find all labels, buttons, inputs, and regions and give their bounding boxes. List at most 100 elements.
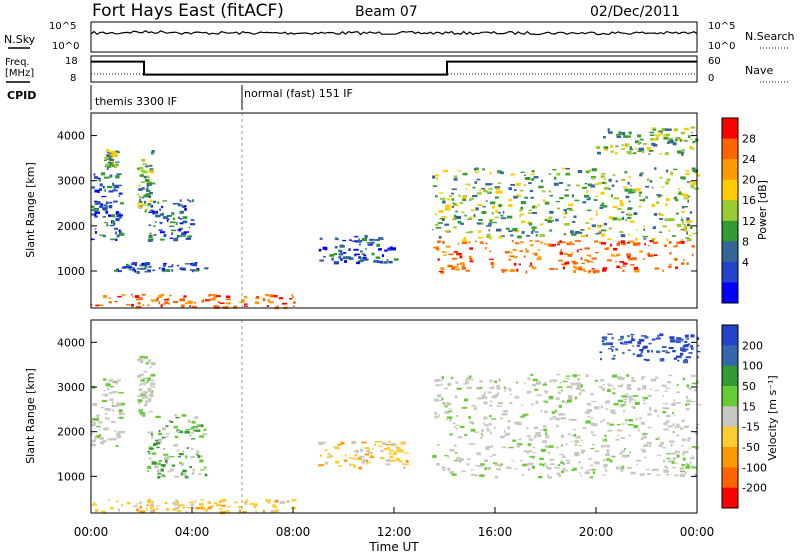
power-cell bbox=[560, 249, 562, 252]
y-tick-label-2000: 2000 bbox=[57, 220, 85, 233]
power-cell bbox=[440, 236, 443, 238]
y-tick-label-4000: 4000 bbox=[57, 130, 85, 143]
power-cell bbox=[617, 207, 622, 210]
power-cell bbox=[177, 204, 184, 207]
power-cell bbox=[608, 216, 613, 220]
power-cell bbox=[96, 177, 101, 180]
power-cell bbox=[243, 305, 248, 307]
power-cell bbox=[612, 174, 616, 177]
power-cell bbox=[178, 216, 180, 219]
velocity-cell bbox=[450, 376, 454, 379]
velocity-cell bbox=[147, 377, 152, 380]
power-cell bbox=[115, 161, 120, 163]
power-cell bbox=[616, 218, 623, 221]
velocity-cell bbox=[140, 383, 146, 385]
velocity-cell bbox=[242, 511, 247, 514]
power-cell bbox=[115, 231, 117, 235]
power-cell bbox=[453, 226, 457, 229]
power-cell bbox=[625, 195, 630, 198]
velocity-cell bbox=[585, 374, 589, 377]
power-cell bbox=[441, 216, 447, 219]
velocity-cell bbox=[667, 381, 672, 384]
velocity-cell bbox=[185, 511, 188, 513]
velocity-cell bbox=[626, 387, 632, 390]
power-cell bbox=[637, 188, 642, 191]
velocity-cell bbox=[366, 462, 368, 465]
power-cell bbox=[170, 221, 176, 224]
power-cell bbox=[585, 170, 587, 172]
velocity-cell bbox=[265, 499, 271, 502]
power-cell bbox=[628, 200, 631, 203]
power-cell bbox=[687, 238, 692, 242]
velocity-cell bbox=[603, 418, 605, 422]
power-cell bbox=[154, 221, 157, 223]
velocity-cell bbox=[221, 504, 226, 507]
power-cell bbox=[682, 223, 686, 225]
velocity-cell bbox=[604, 434, 607, 438]
velocity-cell bbox=[682, 452, 685, 456]
velocity-cell bbox=[163, 448, 165, 450]
power-cell bbox=[567, 254, 572, 257]
velocity-cell bbox=[158, 460, 162, 462]
colorbar-tick-7: -200 bbox=[742, 482, 767, 495]
power-cell bbox=[591, 257, 597, 260]
velocity-cell bbox=[146, 500, 151, 504]
velocity-cell bbox=[641, 377, 644, 380]
velocity-cell bbox=[93, 502, 96, 505]
velocity-cell bbox=[616, 429, 623, 432]
noise-right-tick-top: 10^5 bbox=[708, 21, 735, 32]
power-cell bbox=[185, 237, 191, 240]
power-cell bbox=[608, 188, 611, 190]
power-cell bbox=[633, 243, 636, 245]
power-cell bbox=[367, 244, 373, 246]
power-cell bbox=[500, 235, 505, 238]
time-x-label: Time UT bbox=[368, 540, 419, 554]
colorbar-swatch-7 bbox=[722, 261, 738, 283]
power-cell bbox=[681, 149, 685, 152]
power-cell bbox=[485, 200, 488, 202]
power-cell bbox=[334, 246, 338, 249]
power-cell bbox=[91, 205, 95, 208]
power-cell bbox=[119, 202, 124, 205]
velocity-cell bbox=[602, 383, 605, 386]
velocity-cell bbox=[549, 417, 554, 420]
power-cell bbox=[620, 240, 626, 243]
velocity-cell bbox=[163, 453, 169, 456]
power-cell bbox=[683, 197, 687, 200]
velocity-cell bbox=[476, 387, 480, 390]
velocity-cell bbox=[334, 446, 340, 450]
velocity-cell bbox=[509, 393, 512, 395]
velocity-cell bbox=[147, 469, 149, 473]
velocity-cell bbox=[107, 499, 110, 501]
freq-tick-bottom: 8 bbox=[70, 73, 76, 84]
power-cell bbox=[620, 203, 624, 207]
power-cell bbox=[613, 247, 618, 251]
power-cell bbox=[151, 150, 155, 153]
velocity-cell bbox=[530, 403, 534, 406]
velocity-cell bbox=[689, 345, 693, 348]
velocity-cell bbox=[685, 403, 691, 406]
velocity-cell bbox=[492, 386, 494, 388]
velocity-cell bbox=[607, 389, 611, 393]
power-cell bbox=[529, 173, 535, 176]
power-cell bbox=[108, 162, 112, 164]
power-cell bbox=[508, 198, 512, 202]
power-cell bbox=[516, 268, 519, 272]
colorbar-tick-0: 28 bbox=[742, 133, 756, 146]
power-cell bbox=[469, 257, 473, 261]
velocity-cell bbox=[196, 450, 200, 454]
power-cell bbox=[475, 240, 478, 243]
velocity-cell bbox=[539, 457, 544, 461]
power-cell bbox=[451, 188, 457, 190]
velocity-cell bbox=[147, 398, 152, 402]
power-cell bbox=[146, 181, 150, 184]
velocity-cell bbox=[112, 391, 118, 393]
freq-label-line1: Freq. bbox=[5, 57, 30, 68]
velocity-cell bbox=[170, 420, 174, 423]
velocity-cell bbox=[679, 467, 685, 470]
power-cell bbox=[603, 222, 608, 226]
velocity-cell bbox=[564, 378, 570, 380]
power-cell bbox=[435, 248, 440, 251]
velocity-cell bbox=[662, 395, 665, 397]
velocity-cell bbox=[607, 452, 609, 455]
